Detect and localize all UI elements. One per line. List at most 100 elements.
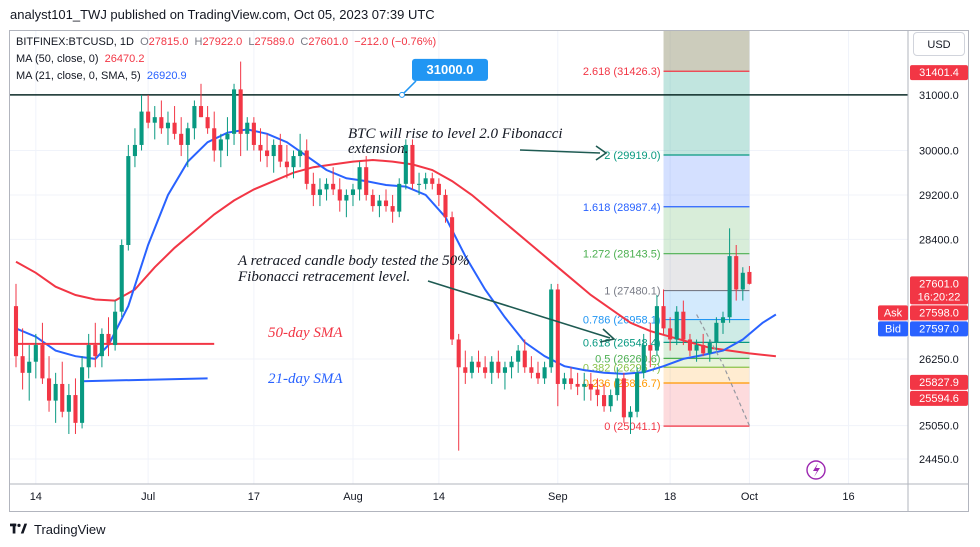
price-tag-badge[interactable] xyxy=(878,321,908,337)
candle-body xyxy=(225,133,230,140)
candle-body xyxy=(436,183,441,195)
price-axis: 24450.0 25050.0 26250.0 28400.0 29200.0 30000… xyxy=(907,31,959,512)
ma21-value: 26920.9 xyxy=(146,70,187,82)
candle-body xyxy=(185,128,190,145)
candle-body xyxy=(139,111,144,145)
candle-body xyxy=(165,122,171,129)
fib-level-label: 1.618 (28987.4) xyxy=(583,202,661,214)
candle-body xyxy=(152,117,157,123)
candle-body xyxy=(80,367,85,423)
ma50-row[interactable]: MA (50, close, 0) 26470.2 xyxy=(16,51,436,68)
fib-level-label: 2.618 (31426.3) xyxy=(583,66,661,78)
candle-body xyxy=(648,345,653,351)
fib-level-label: 0.618 (26548.4) xyxy=(583,337,661,349)
time-tick-label: 17 xyxy=(248,491,260,503)
open-value: 27815.0 xyxy=(148,36,189,48)
candle-body xyxy=(73,395,78,423)
annotation-ma21: 21-day SMA xyxy=(268,371,343,387)
candle-body xyxy=(621,378,626,418)
candle-body xyxy=(317,189,322,195)
projection-dashed-line xyxy=(696,314,750,426)
candle-body xyxy=(86,345,91,368)
ma50-label: MA (50, close, 0) xyxy=(16,53,99,65)
candle-body xyxy=(172,122,177,134)
ma21-row[interactable]: MA (21, close, 0, SMA, 5) 26920.9 xyxy=(16,68,436,85)
candle-body xyxy=(509,361,514,368)
time-tick-label: Aug xyxy=(343,491,363,503)
candle-body xyxy=(714,322,719,343)
candle-body xyxy=(291,156,296,168)
candle-body xyxy=(549,289,554,368)
candle-body xyxy=(205,117,210,129)
fib-band xyxy=(663,342,750,359)
candle-body xyxy=(132,144,137,157)
candle-body xyxy=(265,150,270,157)
candle-body xyxy=(608,395,613,407)
annotation-arrow-2 xyxy=(427,280,611,339)
price-tag xyxy=(910,276,968,305)
candle-body xyxy=(218,139,223,151)
price-tag xyxy=(910,321,968,337)
candle-body xyxy=(747,271,752,284)
price-tag-label: 31401.4 xyxy=(919,67,959,79)
candle-body xyxy=(40,345,45,379)
fib-level-label: 0.236 (25816.7) xyxy=(583,378,661,390)
candle-body xyxy=(106,333,111,346)
price-tag-label: 25827.9 xyxy=(919,377,959,389)
lightning-icon-glyph xyxy=(813,463,820,477)
publisher-header: analyst101_TWJ published on TradingView.… xyxy=(10,7,435,22)
time-axis: 14 Jul 17 Aug 14 Sep 18 Oct 16 xyxy=(10,483,969,503)
annotation-fib-target-line2: extension. xyxy=(348,141,408,157)
candle-body xyxy=(450,217,455,340)
candle-body xyxy=(615,378,620,396)
candle-body xyxy=(212,128,217,151)
close-label: C xyxy=(300,36,309,48)
candle-body xyxy=(298,150,303,157)
candle-body xyxy=(681,311,686,340)
resistance-level: 31000.0 xyxy=(10,58,908,98)
fib-target-zone xyxy=(663,31,750,72)
annotation-fib-target: BTC will rise to level 2.0 Fibonacci xyxy=(348,126,563,142)
currency-button[interactable]: USD xyxy=(913,32,965,56)
tradingview-footer[interactable]: TradingView xyxy=(10,519,106,539)
time-tick-label: Sep xyxy=(548,491,568,503)
time-tick-label: 14 xyxy=(433,491,445,503)
candle-body xyxy=(516,350,521,362)
price-tick-label: 28400.0 xyxy=(919,234,959,246)
price-tag-badge[interactable] xyxy=(878,305,908,321)
candle-body xyxy=(20,356,25,373)
price-tick-label: 25050.0 xyxy=(919,421,959,433)
candle-body xyxy=(99,333,104,357)
fib-level-label: 0.786 (26958.1) xyxy=(583,315,661,327)
moving-averages xyxy=(15,128,777,426)
ma50-value: 26470.2 xyxy=(104,53,145,65)
ma21-label: MA (21, close, 0, SMA, 5) xyxy=(16,70,141,82)
candle-body xyxy=(720,317,726,323)
candle-body xyxy=(734,256,739,290)
candle-body xyxy=(271,144,276,157)
candle-body xyxy=(522,350,527,368)
candle-body xyxy=(331,183,336,190)
resistance-callout-pointer xyxy=(401,80,417,96)
candle-body xyxy=(661,306,666,329)
resistance-callout xyxy=(412,58,488,81)
candle-body xyxy=(324,183,329,190)
price-tag-countdown: 16:20:22 xyxy=(918,291,961,303)
candle-body xyxy=(27,361,32,373)
candle-body xyxy=(284,161,289,168)
candle-body xyxy=(46,378,52,401)
candle-body xyxy=(304,150,309,184)
price-tag xyxy=(910,305,968,321)
candle-body xyxy=(555,289,560,384)
candle-body xyxy=(654,306,659,351)
candle-body xyxy=(687,339,693,351)
candle-body xyxy=(311,183,316,195)
fib-band xyxy=(663,71,750,156)
candle-body xyxy=(383,200,389,207)
fib-level-label: 2 (29919.0) xyxy=(604,150,660,162)
candle-body xyxy=(357,167,362,190)
candle-body xyxy=(674,311,679,340)
candle-body xyxy=(93,345,98,357)
candle-body xyxy=(423,178,428,184)
